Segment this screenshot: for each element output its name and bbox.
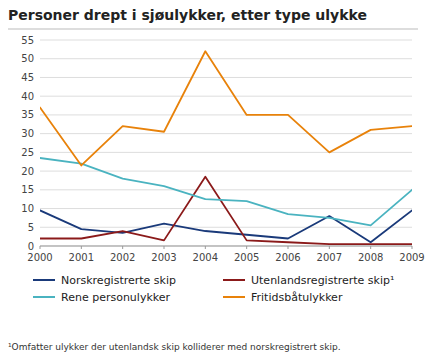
- series-line: [40, 158, 412, 225]
- legend-swatch: [223, 279, 245, 281]
- y-tick-label: 35: [21, 109, 34, 120]
- legend-swatch: [33, 279, 55, 281]
- y-tick-label: 0: [28, 241, 34, 252]
- grid-line: [40, 189, 412, 190]
- x-tick-label: 2000: [27, 252, 52, 263]
- y-tick-label: 15: [21, 184, 34, 195]
- y-tick-label: 45: [21, 72, 34, 83]
- grid: [40, 40, 412, 246]
- y-tick-label: 55: [21, 35, 34, 46]
- legend-label: Fritidsbåtulykker: [251, 291, 343, 304]
- x-tick-label: 2009: [399, 252, 424, 263]
- title-rule: [8, 29, 418, 30]
- chart: Personer drept i sjøulykker, etter type …: [0, 0, 426, 358]
- x-tick-label: 2002: [110, 252, 135, 263]
- legend-label: Rene personulykker: [61, 291, 171, 304]
- legend: Norskregistrerte skip Utenlandsregistrert…: [33, 274, 394, 304]
- grid-line: [40, 40, 412, 41]
- y-tick-label: 10: [21, 203, 34, 214]
- legend-swatch: [223, 296, 245, 298]
- y-tick-label: 20: [21, 166, 34, 177]
- x-tick-label: 2001: [69, 252, 94, 263]
- legend-swatch: [33, 296, 55, 298]
- x-tick-label: 2005: [234, 252, 259, 263]
- grid-line: [40, 96, 412, 97]
- legend-label: Norskregistrerte skip: [61, 274, 176, 287]
- grid-line: [40, 246, 412, 247]
- x-tick-label: 2004: [193, 252, 218, 263]
- footnote: ¹Omfatter ulykker der utenlandsk skip ko…: [8, 342, 341, 352]
- grid-line: [40, 227, 412, 228]
- x-tick-label: 2007: [317, 252, 342, 263]
- y-tick-label: 40: [21, 91, 34, 102]
- grid-line: [40, 58, 412, 59]
- series-group: [40, 51, 412, 244]
- legend-label: Utenlandsregistrerte skip¹: [251, 274, 394, 287]
- title: Personer drept i sjøulykker, etter type …: [8, 7, 367, 23]
- x-axis: [40, 246, 412, 247]
- series-line: [40, 210, 412, 242]
- grid-line: [40, 114, 412, 115]
- grid-line: [40, 77, 412, 78]
- series-line: [40, 177, 412, 244]
- y-tick-label: 50: [21, 53, 34, 64]
- x-tick-label: 2006: [275, 252, 300, 263]
- x-tick-label: 2008: [358, 252, 383, 263]
- y-tick-label: 25: [21, 147, 34, 158]
- y-tick-label: 30: [21, 128, 34, 139]
- grid-line: [40, 133, 412, 134]
- x-tick-label: 2003: [151, 252, 176, 263]
- series-line: [40, 51, 412, 165]
- grid-line: [40, 171, 412, 172]
- y-tick-label: 5: [28, 222, 34, 233]
- chart-container: Personer drept i sjøulykker, etter type …: [0, 0, 426, 358]
